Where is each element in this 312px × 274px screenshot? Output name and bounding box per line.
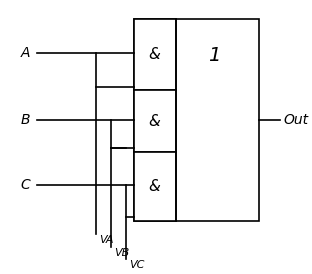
Text: VB: VB: [114, 248, 129, 258]
Text: Out: Out: [283, 113, 308, 127]
Text: C: C: [20, 178, 30, 192]
Text: &: &: [149, 179, 160, 194]
Text: &: &: [149, 114, 160, 129]
Text: VA: VA: [99, 235, 113, 245]
Text: &: &: [149, 47, 160, 62]
Bar: [134, 152, 176, 221]
Text: 1: 1: [208, 46, 220, 65]
Bar: [134, 19, 176, 90]
Bar: [134, 19, 259, 221]
Text: B: B: [20, 113, 30, 127]
Bar: [134, 90, 176, 152]
Text: A: A: [20, 46, 30, 60]
Text: VC: VC: [129, 260, 144, 270]
